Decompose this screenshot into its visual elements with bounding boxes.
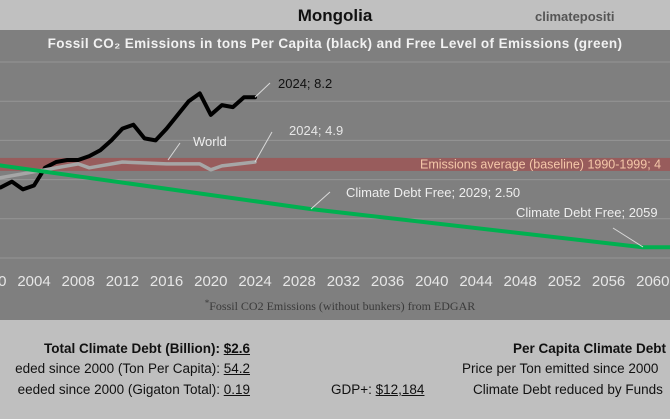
title-bar: Mongolia climatepositi xyxy=(0,0,670,30)
gdp-value: $12,184 xyxy=(375,382,425,397)
debt-reduced-label: Climate Debt reduced by Funds xyxy=(473,382,663,397)
series-line-2 xyxy=(0,163,670,250)
x-tick-label: 2004 xyxy=(17,273,50,290)
ton-per-capita-value: 54.2 xyxy=(223,361,250,376)
footnote: *Fossil CO2 Emissions (without bunkers) … xyxy=(205,298,476,313)
gdp-label: GDP+: xyxy=(331,382,376,397)
total-debt-row: Total Climate Debt (Billion): $2.6 xyxy=(44,341,250,356)
debt-free-2059-label-leader xyxy=(612,227,644,248)
x-tick-label: 2024 xyxy=(238,273,271,290)
baseline-band xyxy=(0,157,670,171)
last-world-label: 2024; 4.9 xyxy=(289,123,343,138)
series-line-1 xyxy=(0,160,257,180)
price-per-ton-label: Price per Ton emitted since 2000 xyxy=(462,361,659,376)
total-debt-value: $2.6 xyxy=(223,341,250,356)
emissions-chart: Fossil CO₂ Emissions in tons Per Capita … xyxy=(0,36,670,313)
x-tick-label: 2056 xyxy=(592,273,625,290)
brand-logo-text: climatepositi xyxy=(535,9,615,24)
x-tick-label: 2036 xyxy=(371,273,404,290)
ton-per-capita-row: eded since 2000 (Ton Per Capita): 54.2 xyxy=(15,361,250,376)
x-tick-label: 2016 xyxy=(150,273,183,290)
last-country-label-leader xyxy=(254,82,271,98)
ton-per-capita-label: eded since 2000 (Ton Per Capita): xyxy=(15,361,224,376)
x-tick-label: 2020 xyxy=(194,273,227,290)
chart-title: Mongolia xyxy=(297,6,373,25)
per-capita-debt-label: Per Capita Climate Debt xyxy=(513,341,667,356)
x-tick-label: 2048 xyxy=(504,273,537,290)
world-label-leader xyxy=(167,142,181,161)
last-country-label: 2024; 8.2 xyxy=(278,76,332,91)
total-debt-label: Total Climate Debt (Billion): xyxy=(43,341,224,356)
gigaton-value: 0.19 xyxy=(223,382,250,397)
chart-area: Fossil CO₂ Emissions in tons Per Capita … xyxy=(0,30,670,320)
x-tick-label: 2052 xyxy=(548,273,581,290)
gdp-row: GDP+: $12,184 xyxy=(331,382,424,397)
gigaton-row: eeded since 2000 (Gigaton Total): 0.19 xyxy=(18,382,250,397)
baseline-label: Emissions average (baseline) 1990-1999; … xyxy=(420,157,661,171)
x-tick-label: 2000 xyxy=(0,273,6,290)
x-tick-label: 2044 xyxy=(459,273,492,290)
debt-free-2029-label: Climate Debt Free; 2029; 2.50 xyxy=(346,185,520,200)
gigaton-label: eeded since 2000 (Gigaton Total): xyxy=(17,382,224,397)
x-tick-label: 2032 xyxy=(327,273,360,290)
x-tick-label: 2028 xyxy=(283,273,316,290)
debt-free-2059-label: Climate Debt Free; 2059 xyxy=(516,205,658,220)
x-tick-label: 2040 xyxy=(415,273,448,290)
chart-subtitle: Fossil CO₂ Emissions in tons Per Capita … xyxy=(48,36,623,51)
debt-free-2029-label-leader xyxy=(310,191,331,210)
x-tick-label: 2008 xyxy=(62,273,95,290)
world-label: World xyxy=(193,134,227,149)
summary-panel: Total Climate Debt (Billion): $2.6 eded … xyxy=(0,320,670,419)
x-tick-label: 2060 xyxy=(636,273,669,290)
last-world-label-leader xyxy=(254,131,273,163)
x-tick-label: 2012 xyxy=(106,273,139,290)
